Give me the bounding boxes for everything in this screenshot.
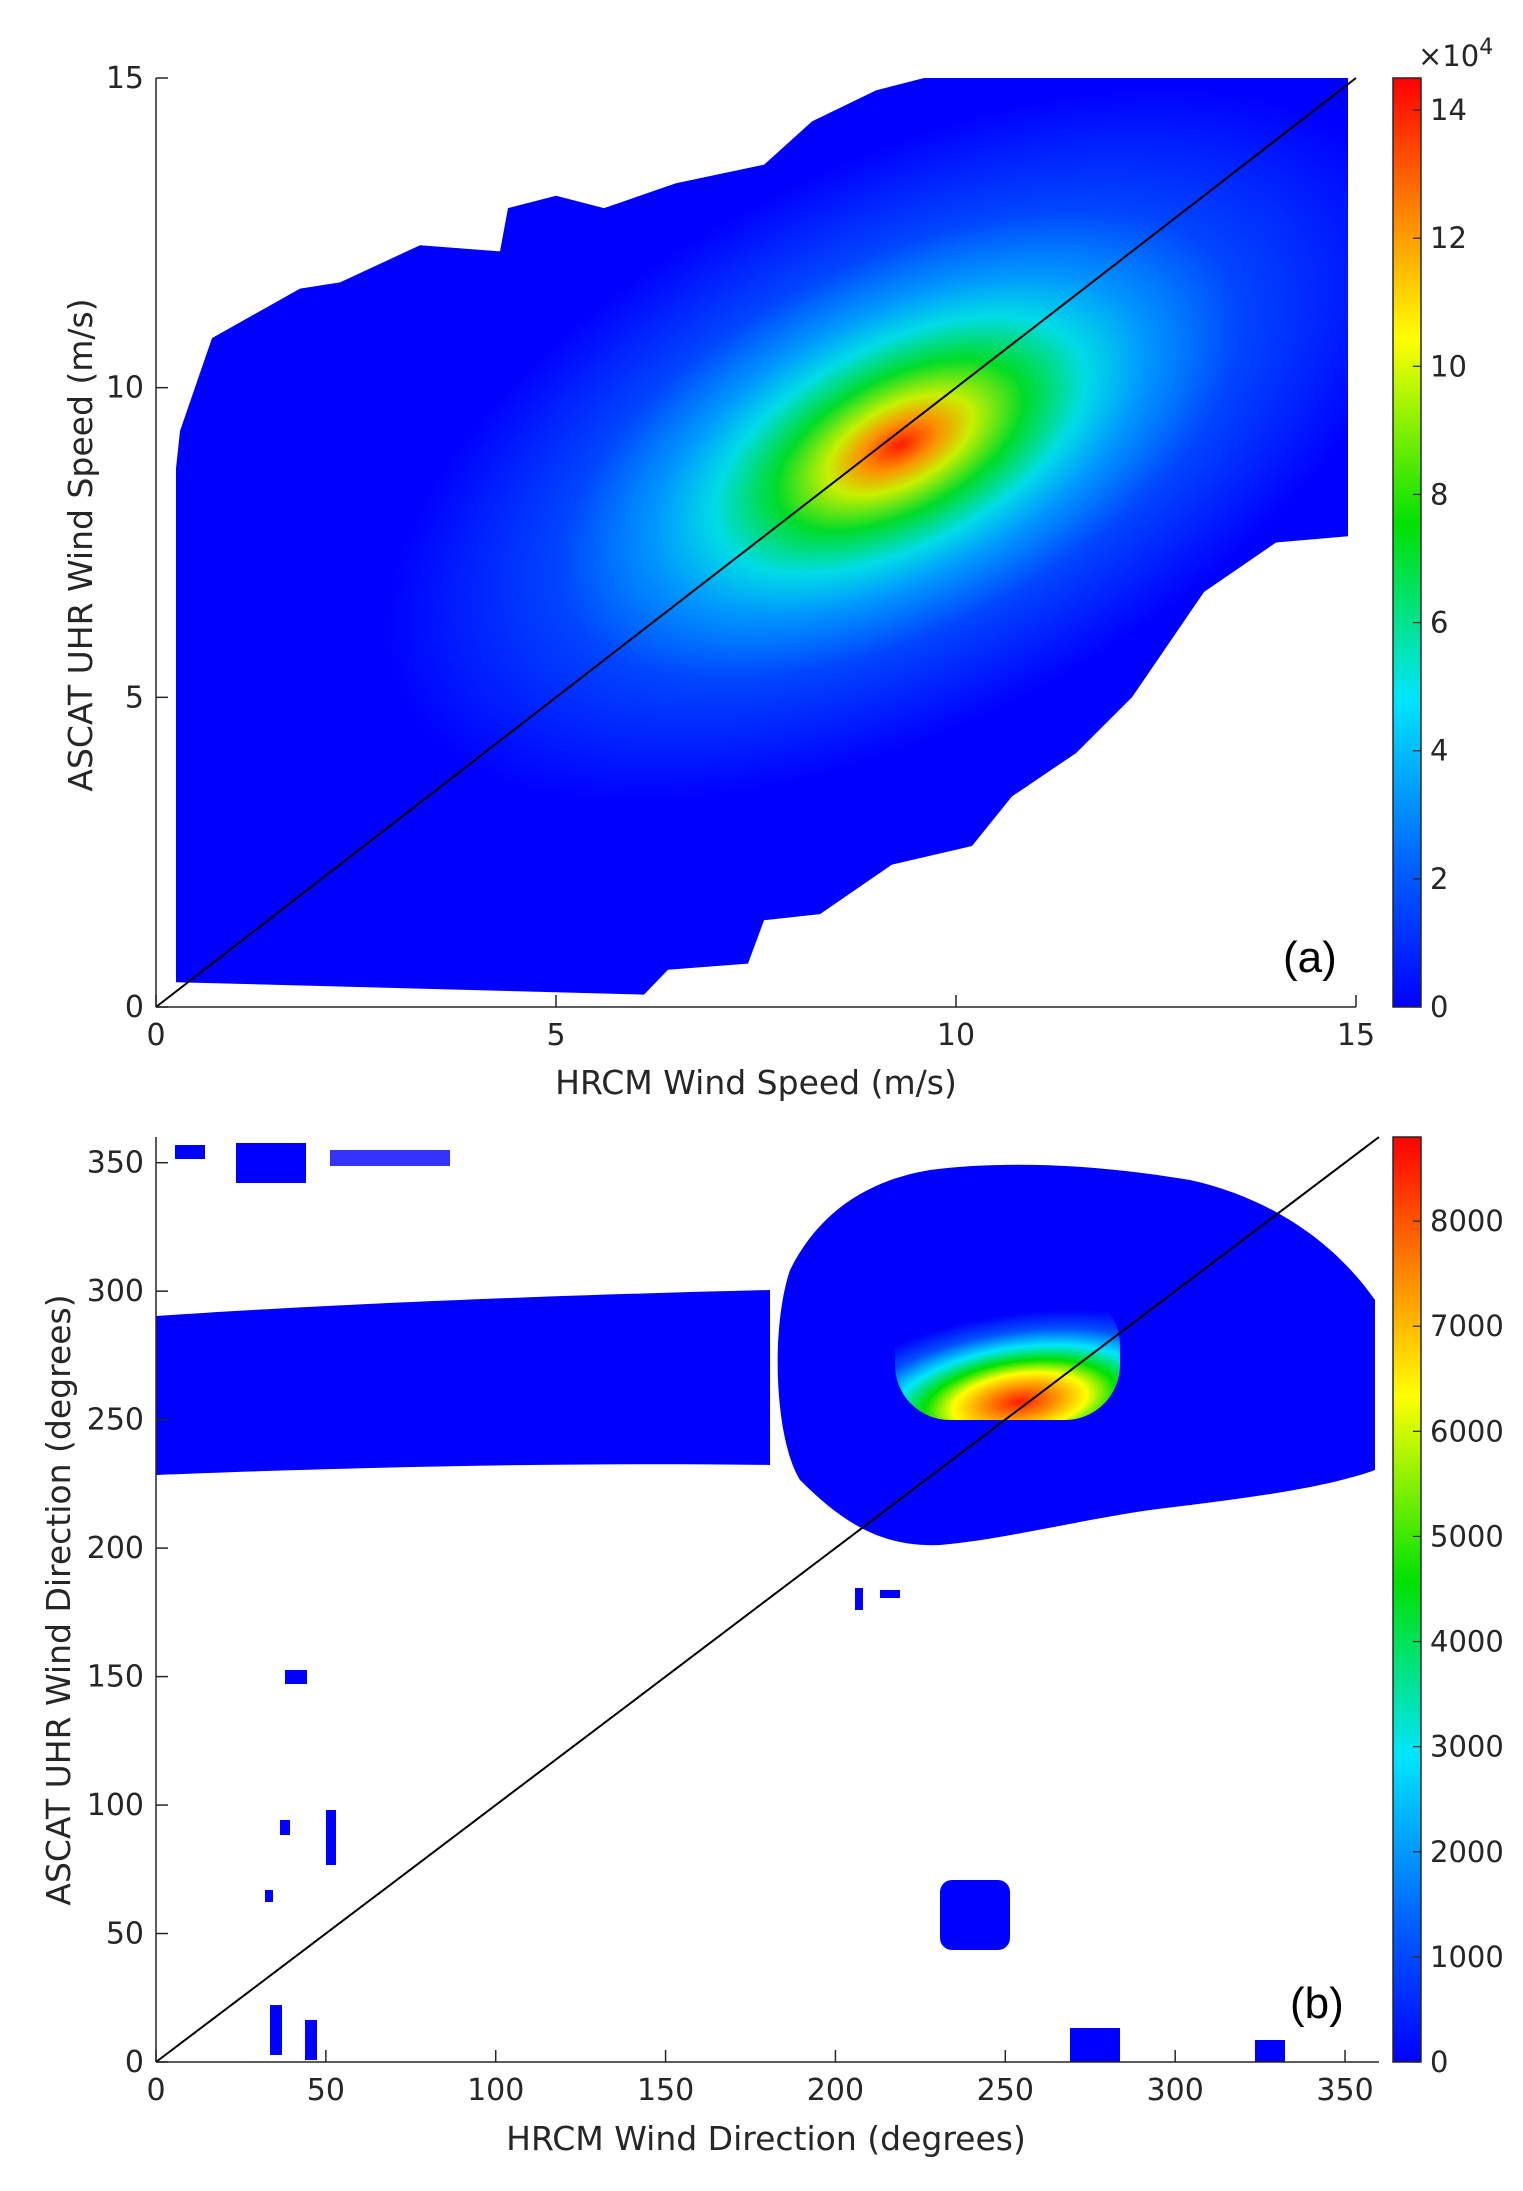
colorbar-tick-label: 2000 bbox=[1430, 1835, 1504, 1869]
x-tick-label: 150 bbox=[637, 2073, 694, 2108]
panel-label-a: (a) bbox=[1283, 933, 1337, 982]
y-tick-label: 50 bbox=[106, 1917, 144, 1952]
x-tick-label: 50 bbox=[307, 2073, 345, 2108]
panel-a: 0 5 10 15 0 5 10 15 HRCM Wind Speed (m/s) ASCA… bbox=[61, 35, 1493, 1102]
y-tick-label: 0 bbox=[125, 990, 144, 1025]
panel-label-b: (b) bbox=[1290, 1979, 1344, 2028]
x-axis-title-a: HRCM Wind Speed (m/s) bbox=[555, 1063, 957, 1102]
colorbar-tick-label: 0 bbox=[1430, 2045, 1448, 2079]
colorbar-multiplier-a: ×104 bbox=[1418, 35, 1493, 73]
colorbar-tick-label: 4000 bbox=[1430, 1625, 1504, 1659]
colorbar-b bbox=[1392, 1136, 1422, 2063]
colorbar-tick-label: 8 bbox=[1430, 477, 1448, 511]
y-axis-title-b: ASCAT UHR Wind Direction (degrees) bbox=[39, 1294, 78, 1905]
y-tick-label: 150 bbox=[87, 1660, 144, 1695]
speckle bbox=[330, 1150, 450, 1166]
x-tick-label: 0 bbox=[146, 2073, 165, 2108]
x-tick-label: 350 bbox=[1316, 2073, 1373, 2108]
y-tick-label: 300 bbox=[87, 1274, 144, 1309]
patch bbox=[880, 1590, 900, 1598]
x-tick-label: 200 bbox=[807, 2073, 864, 2108]
y-tick-label: 5 bbox=[125, 680, 144, 715]
colorbar-ticks-a: 0 2 4 6 8 10 12 14 bbox=[1413, 93, 1467, 1024]
patch bbox=[1070, 2028, 1120, 2062]
patch bbox=[280, 1820, 290, 1835]
x-tick-label: 100 bbox=[467, 2073, 524, 2108]
y-ticks-a: 0 5 10 15 bbox=[106, 61, 168, 1025]
y-tick-label: 100 bbox=[87, 1788, 144, 1823]
x-tick-label: 5 bbox=[546, 1018, 565, 1053]
colorbar-tick-label: 0 bbox=[1430, 990, 1448, 1024]
x-tick-label: 300 bbox=[1147, 2073, 1204, 2108]
panel-b: 0 50 100 150 200 250 300 350 0 50 100 150 200 250 300… bbox=[39, 1136, 1504, 2158]
x-axis-title-b: HRCM Wind Direction (degrees) bbox=[506, 2119, 1026, 2158]
axes-a bbox=[155, 78, 1356, 1008]
colorbar-tick-label: 6 bbox=[1430, 606, 1448, 640]
colorbar-tick-label: 14 bbox=[1430, 93, 1467, 127]
y-ticks-b: 0 50 100 150 200 250 300 350 bbox=[87, 1146, 168, 2080]
density-region-b bbox=[156, 1143, 1375, 2062]
colorbar-tick-label: 6000 bbox=[1430, 1414, 1504, 1448]
y-tick-label: 350 bbox=[87, 1146, 144, 1181]
colorbar-tick-label: 5000 bbox=[1430, 1519, 1504, 1553]
patch bbox=[326, 1810, 336, 1865]
x-tick-label: 0 bbox=[146, 1018, 165, 1053]
x-tick-label: 15 bbox=[1337, 1018, 1375, 1053]
colorbar-tick-label: 8000 bbox=[1430, 1204, 1504, 1238]
colorbar-tick-label: 3000 bbox=[1430, 1730, 1504, 1764]
colorbar-tick-label: 10 bbox=[1430, 349, 1467, 383]
blob-core bbox=[895, 1290, 1120, 1420]
x-tick-label: 250 bbox=[977, 2073, 1034, 2108]
speckle bbox=[175, 1145, 205, 1159]
patch bbox=[265, 1890, 273, 1902]
x-ticks-a: 0 5 10 15 bbox=[146, 995, 1375, 1053]
colorbar-tick-label: 2 bbox=[1430, 862, 1448, 896]
one-to-one-line-b bbox=[155, 1136, 1380, 2063]
patch bbox=[1255, 2040, 1285, 2062]
y-tick-label: 15 bbox=[106, 61, 144, 96]
y-tick-label: 0 bbox=[125, 2045, 144, 2080]
colorbar-tick-label: 4 bbox=[1430, 734, 1448, 768]
y-tick-label: 250 bbox=[87, 1403, 144, 1438]
colorbar-tick-label: 12 bbox=[1430, 221, 1467, 255]
patch bbox=[285, 1670, 307, 1684]
patch bbox=[855, 1588, 863, 1610]
colorbar-a bbox=[1392, 77, 1422, 1008]
colorbar-ticks-b: 0 1000 2000 3000 4000 5000 6000 7000 8000 bbox=[1413, 1204, 1504, 2079]
colorbar-tick-label: 7000 bbox=[1430, 1309, 1504, 1343]
y-tick-label: 10 bbox=[106, 371, 144, 406]
y-axis-title-a: ASCAT UHR Wind Speed (m/s) bbox=[61, 298, 100, 791]
density-region-a bbox=[176, 78, 1348, 995]
y-tick-label: 200 bbox=[87, 1531, 144, 1566]
patch bbox=[940, 1880, 1010, 1950]
patch bbox=[270, 2005, 282, 2055]
colorbar-tick-label: 1000 bbox=[1430, 1940, 1504, 1974]
speckle bbox=[236, 1143, 306, 1183]
patch bbox=[305, 2020, 317, 2060]
one-to-one-line-a bbox=[155, 77, 1357, 1008]
x-tick-label: 10 bbox=[937, 1018, 975, 1053]
x-ticks-b: 0 50 100 150 200 250 300 350 bbox=[146, 2050, 1374, 2108]
blob-band bbox=[156, 1290, 770, 1475]
